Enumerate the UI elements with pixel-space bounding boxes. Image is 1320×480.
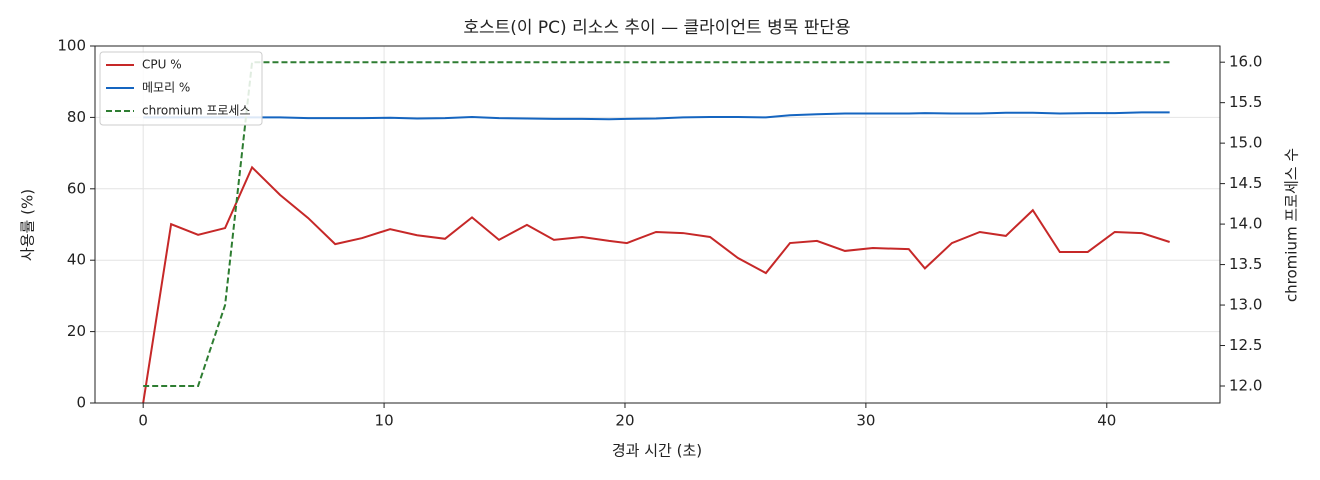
data-line bbox=[143, 61, 1170, 387]
legend-label: 메모리 % bbox=[142, 81, 190, 95]
plot-frame bbox=[94, 45, 1221, 404]
legend-label: CPU % bbox=[142, 58, 182, 72]
legend-label: chromium 프로세스 bbox=[142, 104, 251, 118]
chart-title: 호스트(이 PC) 리소스 추이 — 클라이언트 병목 판단용 bbox=[463, 18, 850, 38]
y-tick-label: 80 bbox=[67, 108, 86, 126]
x-tick-label: 10 bbox=[375, 412, 394, 430]
y-tick-label: 20 bbox=[67, 322, 86, 340]
x-tick-label: 30 bbox=[856, 412, 875, 430]
y-tick-label: 60 bbox=[67, 179, 86, 197]
y-tick-label: 0 bbox=[76, 394, 86, 412]
x-tick-label: 20 bbox=[615, 412, 634, 430]
data-line bbox=[143, 111, 1170, 121]
y2-tick-label: 12.5 bbox=[1229, 336, 1262, 354]
x-axis-label: 경과 시간 (초) bbox=[612, 442, 702, 460]
data-line bbox=[142, 165, 1170, 404]
y2-tick-label: 15.5 bbox=[1229, 93, 1262, 111]
y2-tick-label: 14.0 bbox=[1229, 215, 1262, 233]
y2-tick-label: 16.0 bbox=[1229, 53, 1262, 71]
x-tick-label: 0 bbox=[138, 412, 148, 430]
legend-box bbox=[99, 51, 263, 126]
y2-tick-label: 13.0 bbox=[1229, 296, 1262, 314]
x-tick-label: 40 bbox=[1097, 412, 1116, 430]
y2-tick-label: 12.0 bbox=[1229, 377, 1262, 395]
y2-axis-label: chromium 프로세스 수 bbox=[1283, 148, 1301, 302]
y2-tick-label: 14.5 bbox=[1229, 174, 1262, 192]
y-tick-label: 40 bbox=[67, 251, 86, 269]
y2-tick-label: 15.0 bbox=[1229, 134, 1262, 152]
y2-tick-label: 13.5 bbox=[1229, 255, 1262, 273]
y-tick-label: 100 bbox=[57, 37, 86, 55]
y-axis-label: 사용률 (%) bbox=[19, 189, 37, 261]
